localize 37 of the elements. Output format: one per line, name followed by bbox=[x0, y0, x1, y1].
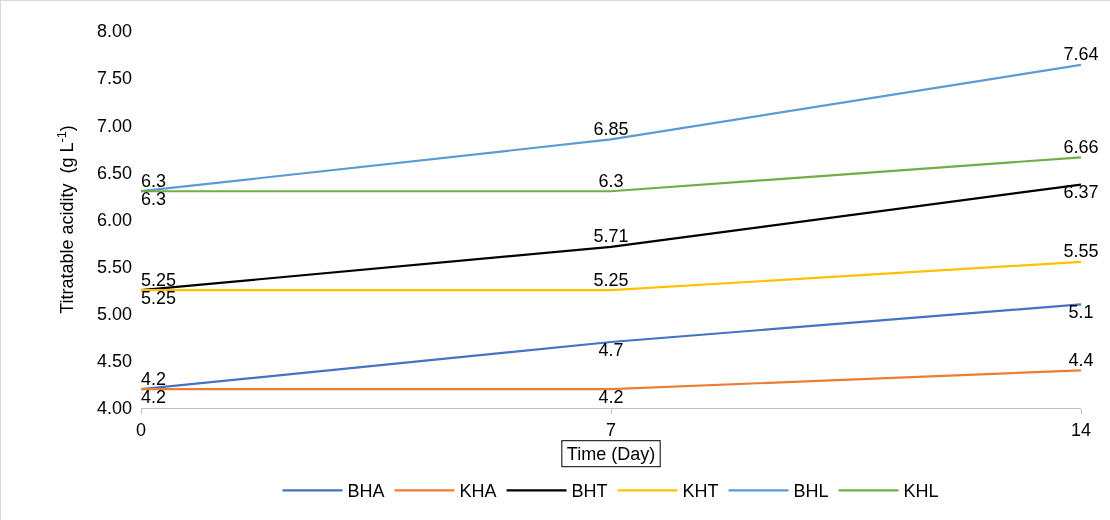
y-tick-label: 6.00 bbox=[96, 209, 132, 230]
y-tick-label: 5.00 bbox=[96, 304, 132, 325]
data-label: 5.1 bbox=[1068, 301, 1094, 322]
data-label: 5.55 bbox=[1063, 241, 1099, 262]
data-label: 6.3 bbox=[598, 170, 624, 191]
y-tick-label: 5.50 bbox=[96, 256, 132, 277]
y-tick-label: 4.00 bbox=[96, 398, 132, 419]
data-label: 6.66 bbox=[1063, 136, 1099, 157]
data-label: 4.4 bbox=[1068, 349, 1094, 370]
data-label: 4.7 bbox=[598, 339, 624, 360]
legend-label: KHA bbox=[459, 481, 497, 502]
data-label: 5.25 bbox=[141, 287, 177, 308]
legend-label: BHT bbox=[571, 481, 608, 502]
legend-label: KHL bbox=[903, 481, 939, 502]
legend-label: BHA bbox=[347, 481, 385, 502]
y-tick-label: 7.00 bbox=[96, 115, 132, 136]
data-label: 4.2 bbox=[141, 368, 167, 389]
x-tick-label: 0 bbox=[135, 419, 147, 440]
x-tick-label: 14 bbox=[1070, 419, 1092, 440]
y-tick-label: 7.50 bbox=[96, 68, 132, 89]
data-label: 4.2 bbox=[598, 386, 624, 407]
data-label: 6.3 bbox=[141, 170, 167, 191]
legend-label: BHL bbox=[793, 481, 829, 502]
y-tick-label: 6.50 bbox=[96, 162, 132, 183]
data-label: 5.71 bbox=[593, 226, 629, 247]
data-label: 6.3 bbox=[141, 188, 167, 209]
data-label: 5.25 bbox=[593, 269, 629, 290]
data-label: 4.2 bbox=[141, 386, 167, 407]
data-label: 5.25 bbox=[141, 269, 177, 290]
x-axis-title: Time (Day) bbox=[566, 443, 656, 464]
legend-label: KHT bbox=[682, 481, 719, 502]
data-label: 7.64 bbox=[1063, 44, 1099, 65]
data-label: 6.37 bbox=[1063, 182, 1099, 203]
y-tick-label: 4.50 bbox=[96, 351, 132, 372]
x-tick-label: 7 bbox=[605, 419, 617, 440]
data-label: 6.85 bbox=[593, 118, 629, 139]
y-tick-label: 8.00 bbox=[96, 21, 132, 42]
